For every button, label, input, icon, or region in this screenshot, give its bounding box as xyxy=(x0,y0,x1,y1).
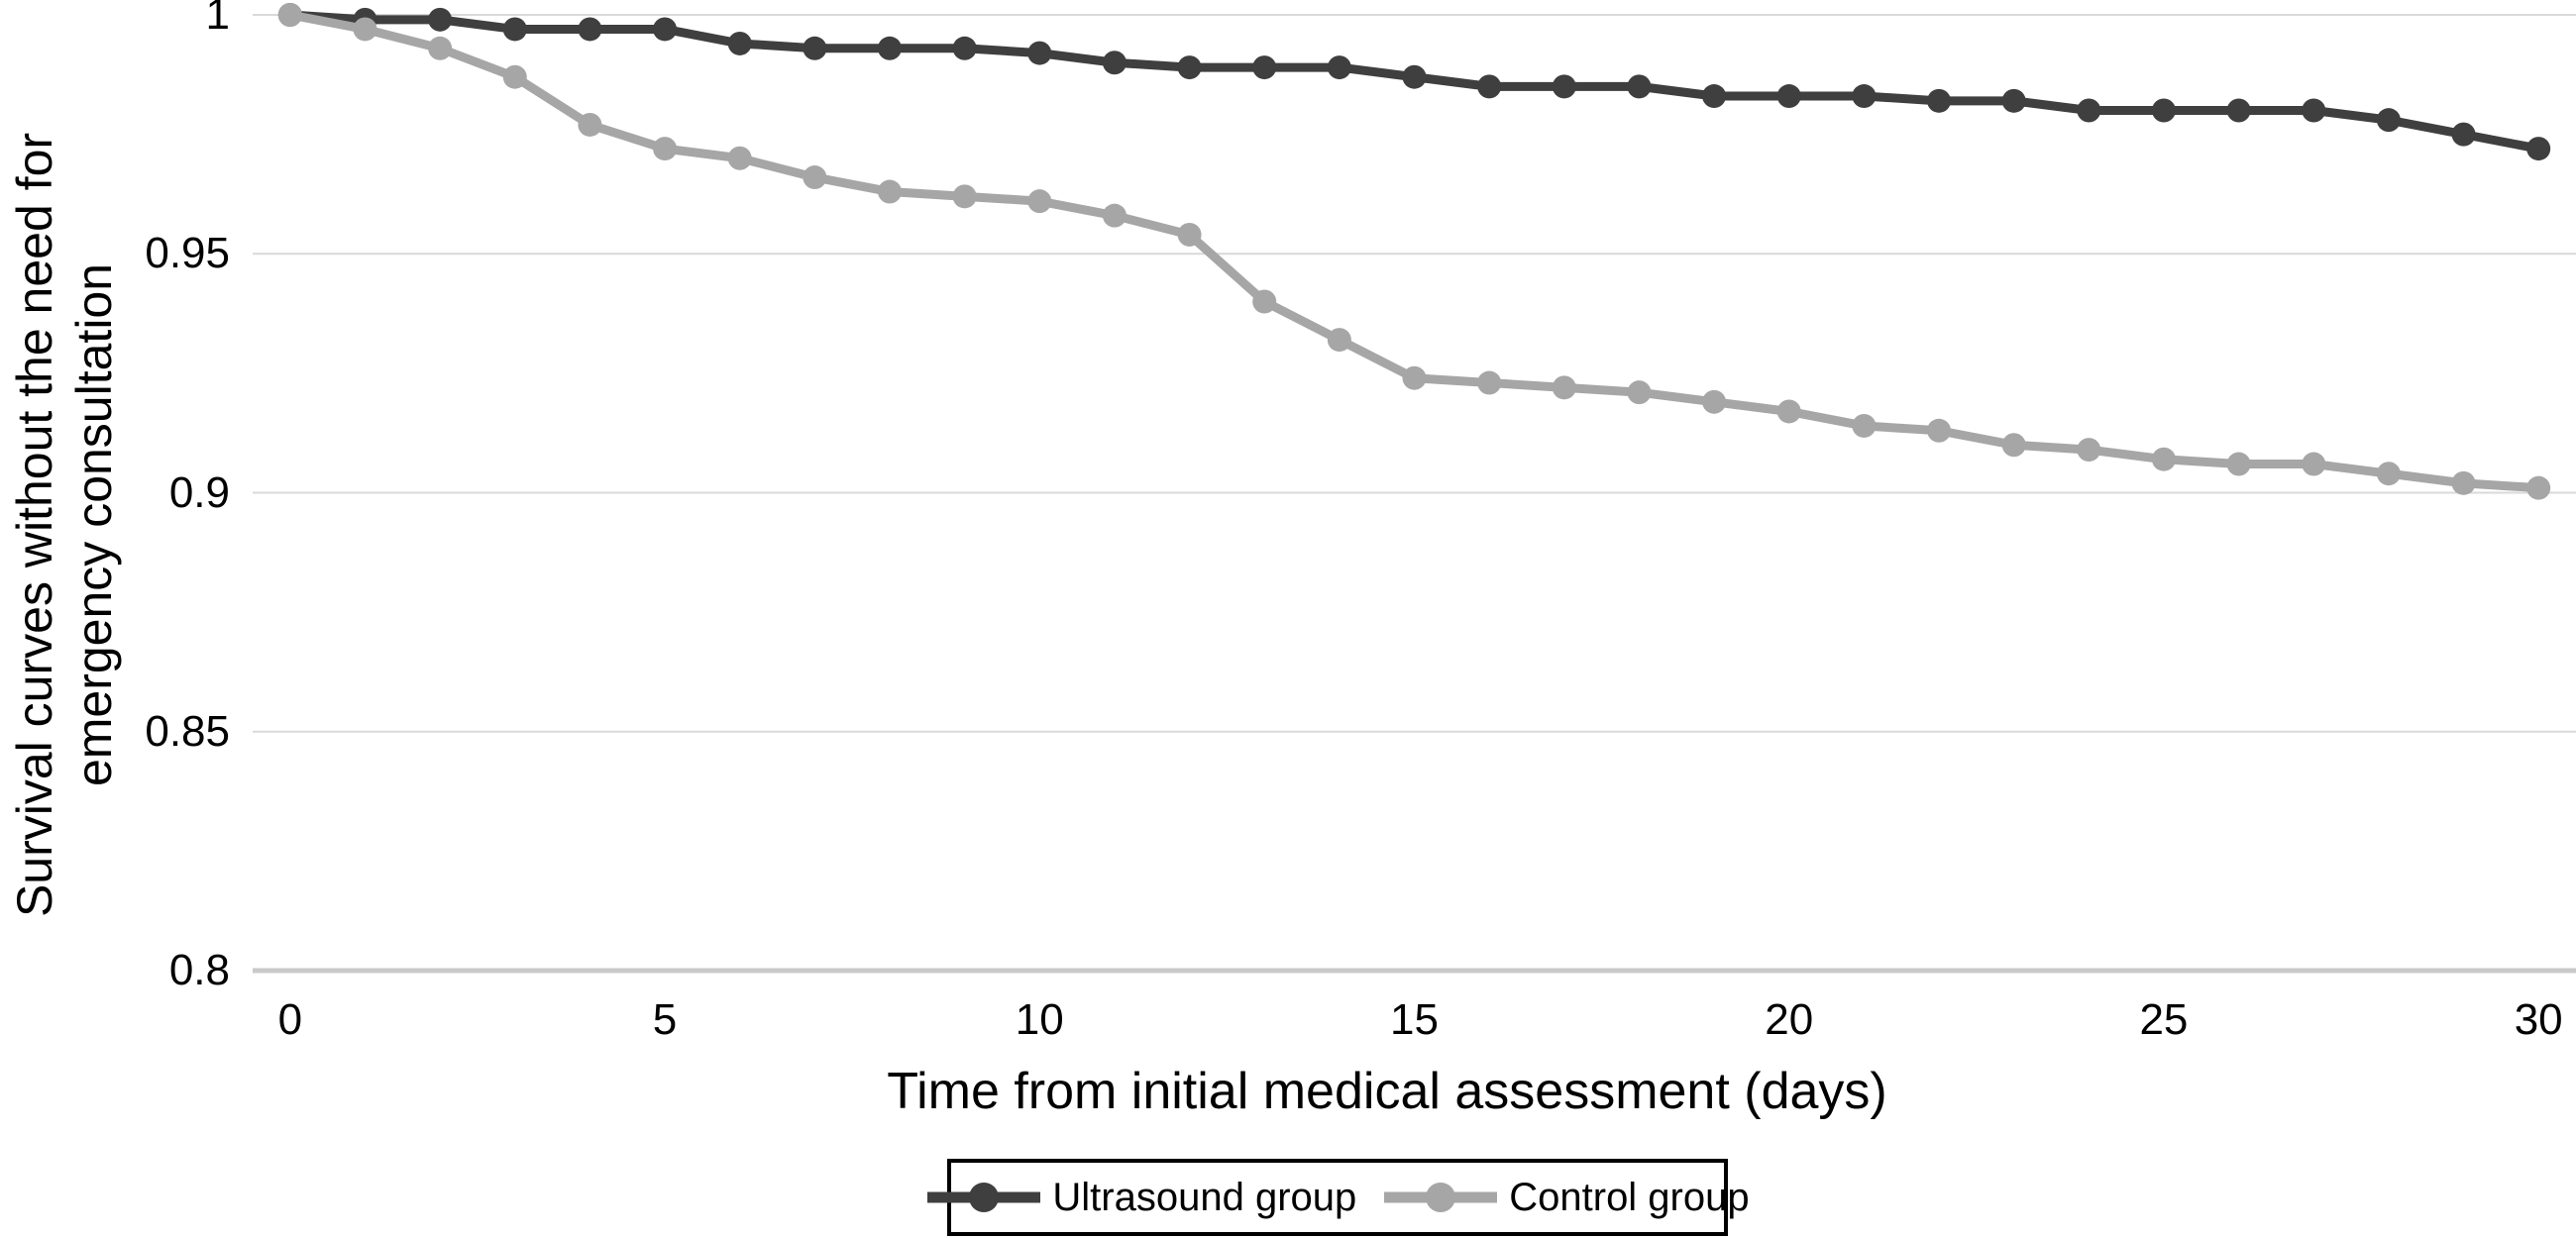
control-legend-glyph-icon xyxy=(1384,1183,1498,1212)
control-series-marker xyxy=(2526,475,2551,500)
control-series-marker xyxy=(2451,470,2476,495)
x-tick-label: 10 xyxy=(1015,995,1064,1044)
ultrasound-series-marker xyxy=(1252,55,1277,80)
ultrasound-series-marker xyxy=(1702,84,1727,109)
legend-label-control: Control group xyxy=(1509,1175,1750,1219)
ultrasound-series-marker xyxy=(578,17,602,42)
x-tick-label: 25 xyxy=(2139,995,2189,1044)
y-tick-label: 0.8 xyxy=(168,946,230,994)
ultrasound-series-marker xyxy=(877,36,902,60)
control-series-marker xyxy=(2001,433,2026,458)
ultrasound-series-marker xyxy=(1927,88,1952,113)
x-tick-label: 5 xyxy=(652,995,678,1044)
legend-box: Ultrasound group Control group xyxy=(927,1159,1750,1236)
control-series-marker xyxy=(353,17,377,42)
control-series-marker xyxy=(1852,413,1877,438)
legend-item-control: Control group xyxy=(1382,1175,1750,1220)
control-series-marker xyxy=(2151,447,2176,471)
ultrasound-series-marker xyxy=(653,17,678,42)
ultrasound-series-marker xyxy=(1027,41,1052,65)
ultrasound-series-marker xyxy=(1552,74,1576,99)
control-series-marker xyxy=(1027,189,1052,214)
ultrasound-series-marker xyxy=(1327,55,1351,80)
ultrasound-series-marker xyxy=(2376,108,2401,133)
control-series-marker xyxy=(952,184,977,209)
y-tick-label: 1 xyxy=(205,0,230,39)
ultrasound-series-marker xyxy=(502,17,527,42)
control-series-marker xyxy=(1252,289,1277,314)
ultrasound-series-marker xyxy=(1102,51,1127,75)
control-series-marker xyxy=(1702,389,1727,414)
control-series-marker xyxy=(803,165,827,190)
control-series-marker xyxy=(727,146,752,170)
control-series-marker xyxy=(1776,399,1801,424)
ultrasound-series-marker xyxy=(2302,98,2326,123)
x-tick-label: 20 xyxy=(1765,995,1814,1044)
control-series-marker xyxy=(1177,222,1202,247)
ultrasound-series-marker xyxy=(727,31,752,55)
plot-area xyxy=(253,3,2576,974)
control-series-marker xyxy=(277,3,302,27)
ultrasound-series-marker xyxy=(1852,84,1877,109)
ultrasound-legend-glyph-icon xyxy=(927,1183,1041,1212)
control-series-marker xyxy=(1627,380,1652,405)
ultrasound-series-marker xyxy=(2077,98,2101,123)
control-series-marker xyxy=(1552,375,1576,400)
x-tick-label: 0 xyxy=(277,995,303,1044)
ultrasound-series-marker xyxy=(428,7,453,32)
ultrasound-series-marker xyxy=(2226,98,2251,123)
ultrasound-series-marker xyxy=(1776,84,1801,109)
legend-label-ultrasound: Ultrasound group xyxy=(1052,1175,1357,1219)
y-tick-label: 0.95 xyxy=(145,229,230,278)
survival-chart-svg xyxy=(253,3,2576,974)
legend-item-ultrasound: Ultrasound group xyxy=(925,1176,1356,1220)
control-series-marker xyxy=(1927,418,1952,443)
control-series-marker xyxy=(1402,365,1427,390)
control-series-marker xyxy=(578,112,602,137)
control-series-marker xyxy=(428,36,453,60)
control-series-marker xyxy=(653,137,678,161)
ultrasound-series-marker xyxy=(1177,55,1202,80)
x-tick-label: 30 xyxy=(2514,995,2563,1044)
control-series-marker xyxy=(1102,203,1127,228)
control-series-marker xyxy=(2077,438,2101,463)
ultrasound-series-marker xyxy=(2001,88,2026,113)
control-series-marker xyxy=(1477,370,1502,395)
ultrasound-series-marker xyxy=(1477,74,1502,99)
ultrasound-series-marker xyxy=(1627,74,1652,99)
x-tick-label: 15 xyxy=(1390,995,1439,1044)
control-series-marker xyxy=(1327,328,1351,353)
control-series-marker xyxy=(502,64,527,89)
y-tick-label: 0.85 xyxy=(145,706,230,756)
control-series-marker xyxy=(2226,452,2251,476)
ultrasound-series-marker xyxy=(952,36,977,60)
x-axis-title: Time from initial medical assessment (da… xyxy=(887,1063,1887,1120)
ultrasound-series-marker xyxy=(803,36,827,60)
control-series-marker xyxy=(2302,452,2326,476)
y-tick-label: 0.9 xyxy=(168,467,230,517)
control-series-marker xyxy=(2376,462,2401,486)
ultrasound-series-marker xyxy=(2151,98,2176,123)
ultrasound-series-marker xyxy=(2451,122,2476,147)
ultrasound-series-marker xyxy=(2526,137,2551,161)
control-series-marker xyxy=(877,179,902,204)
ultrasound-series-marker xyxy=(1402,64,1427,89)
